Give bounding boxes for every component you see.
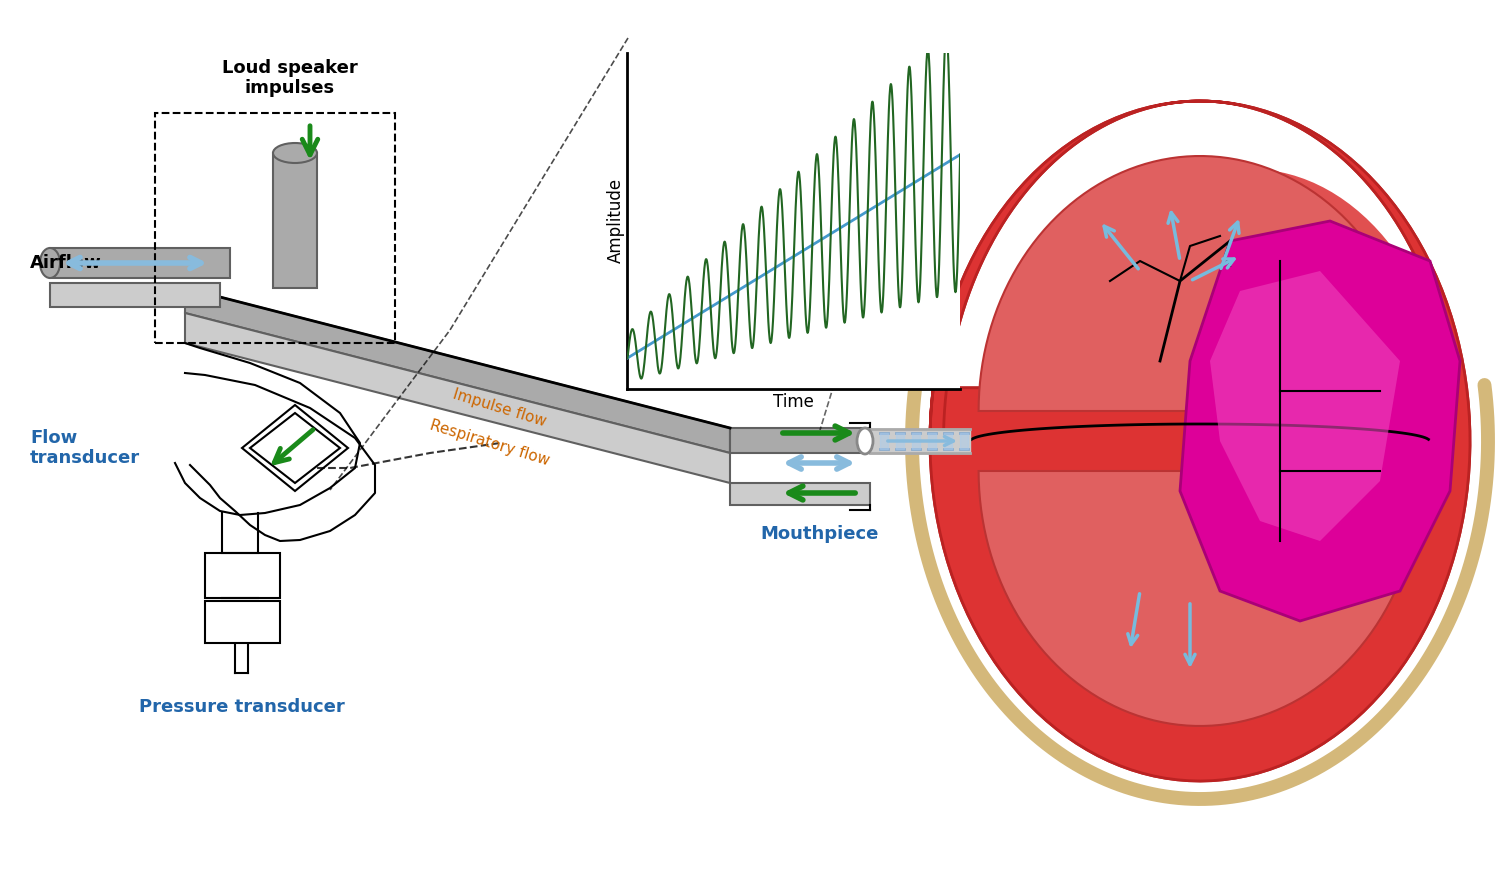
Text: Airflow: Airflow	[30, 254, 101, 272]
Ellipse shape	[39, 248, 60, 278]
Text: Loud speaker
impulses: Loud speaker impulses	[222, 58, 358, 97]
Ellipse shape	[274, 143, 318, 163]
Bar	[156, 113, 395, 343]
Y-axis label: Amplitude: Amplitude	[606, 178, 624, 263]
Text: Flow
transducer: Flow transducer	[30, 428, 141, 467]
Polygon shape	[249, 413, 340, 483]
Ellipse shape	[857, 428, 872, 454]
Polygon shape	[274, 153, 318, 288]
Bar	[206, 553, 280, 598]
Polygon shape	[730, 483, 869, 505]
Polygon shape	[50, 283, 221, 307]
Text: Respiratory flow: Respiratory flow	[428, 418, 552, 468]
Polygon shape	[50, 248, 230, 278]
Polygon shape	[930, 101, 1470, 781]
Polygon shape	[730, 428, 869, 453]
Polygon shape	[930, 101, 1470, 781]
Text: Mouthpiece: Mouthpiece	[761, 525, 878, 543]
Ellipse shape	[1048, 169, 1453, 713]
Polygon shape	[978, 156, 1418, 411]
Text: Impulse flow: Impulse flow	[452, 387, 549, 429]
Polygon shape	[978, 471, 1418, 726]
Bar	[206, 601, 280, 643]
X-axis label: Time: Time	[773, 393, 815, 411]
Polygon shape	[1179, 221, 1461, 621]
Polygon shape	[1210, 271, 1400, 541]
Polygon shape	[184, 288, 730, 453]
Polygon shape	[184, 313, 730, 483]
Text: Pressure transducer: Pressure transducer	[139, 698, 345, 716]
